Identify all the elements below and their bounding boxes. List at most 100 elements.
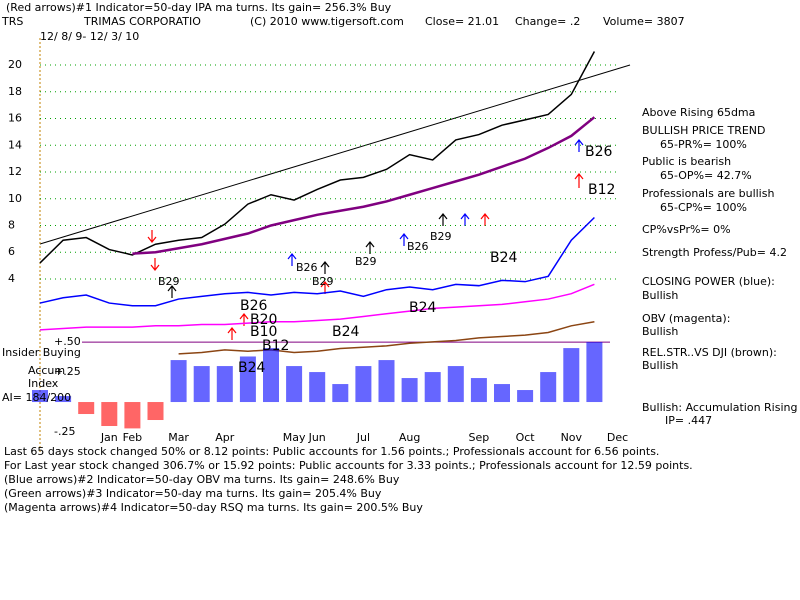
- accum-bar: [101, 402, 118, 427]
- left-label: Insider Buying: [2, 346, 81, 359]
- panel-text: 65-PR%= 100%: [660, 138, 747, 151]
- x-tick-label: Apr: [215, 431, 235, 444]
- signal-label: B20: [250, 312, 277, 328]
- signal-label: B24: [409, 300, 437, 316]
- y-tick-label: 4: [8, 272, 15, 285]
- accum-bar: [517, 390, 534, 403]
- signal-label: B12: [262, 338, 289, 354]
- y-tick-label: 18: [8, 85, 22, 98]
- panel-text: Bullish: [642, 289, 678, 302]
- series-line: [39, 216, 595, 307]
- x-tick-label: Oct: [516, 431, 536, 444]
- symbol: TRS: [1, 15, 23, 28]
- accum-bar: [401, 378, 418, 403]
- panel-text: 65-CP%= 100%: [660, 201, 747, 214]
- x-tick-label: May: [283, 431, 306, 444]
- x-tick-label: Dec: [607, 431, 628, 444]
- panel-text: Bullish: Accumulation Rising: [642, 401, 797, 414]
- signal-label: B24: [490, 250, 518, 266]
- x-tick-label: Aug: [399, 431, 420, 444]
- signal-label: B29: [430, 230, 452, 243]
- accum-bar: [563, 348, 580, 403]
- panel-text: Strength Profess/Pub= 4.2: [642, 246, 787, 259]
- accum-bar: [286, 366, 303, 403]
- footer-line: (Green arrows)#3 Indicator=50-day ma tur…: [4, 487, 382, 500]
- accum-bar: [216, 366, 233, 403]
- date-range: 12/ 8/ 9- 12/ 3/ 10: [40, 30, 139, 43]
- x-tick-label: Feb: [123, 431, 142, 444]
- x-tick-label: Jul: [356, 431, 370, 444]
- close: Close= 21.01: [425, 15, 499, 28]
- x-tick-label: Nov: [561, 431, 583, 444]
- x-tick-label: Mar: [168, 431, 189, 444]
- series-line: [39, 51, 596, 264]
- y-tick-label: 12: [8, 165, 22, 178]
- accum-bar: [170, 360, 187, 403]
- accum-bar: [55, 396, 72, 403]
- signal-label: B26: [296, 261, 318, 274]
- series-line: [132, 116, 596, 255]
- signal-label: B24: [332, 324, 360, 340]
- left-label: Index: [28, 377, 59, 390]
- accum-bar: [78, 402, 95, 415]
- y-tick-label: 10: [8, 192, 22, 205]
- signal-label: B10: [250, 324, 277, 340]
- x-tick-label: Jan: [100, 431, 118, 444]
- arrows: [147, 139, 584, 340]
- accum-bar: [586, 342, 603, 403]
- signal-label: B24: [238, 360, 266, 376]
- y-tick-label: 14: [8, 138, 22, 151]
- change: Change= .2: [515, 15, 580, 28]
- y-tick-label: 8: [8, 219, 15, 232]
- accum-bar: [147, 402, 164, 421]
- accum-bar: [470, 378, 487, 403]
- legend-entry: CLOSING POWER (blue):: [642, 275, 775, 288]
- accum-bar: [32, 390, 48, 403]
- accum-bar: [263, 348, 279, 403]
- accum-bar: [424, 372, 441, 403]
- signal-label: B29: [355, 255, 377, 268]
- trend-line: [39, 64, 631, 245]
- footer-line: (Magenta arrows)#4 Indicator=50-day RSQ …: [4, 501, 423, 514]
- signal-label: B26: [240, 298, 268, 314]
- signal-label: B29: [158, 275, 180, 288]
- panel-text: 65-OP%= 42.7%: [660, 169, 752, 182]
- accum-bar: [355, 366, 372, 403]
- y-tick-label: 6: [8, 245, 15, 258]
- signal-label: B29: [312, 275, 334, 288]
- company: TRIMAS CORPORATIO: [83, 15, 201, 28]
- panel-text: Public is bearish: [642, 155, 731, 168]
- accum-bar: [447, 366, 464, 403]
- y-tick-label: 20: [8, 58, 22, 71]
- y2-tick-label: -.25: [54, 425, 75, 438]
- accum-bar: [378, 360, 395, 403]
- accum-bar: [193, 366, 210, 403]
- legend-entry: REL.STR..VS DJI (brown):: [642, 346, 777, 359]
- panel-text: Bullish: [642, 325, 678, 338]
- footer-line: For Last year stock changed 306.7% or 15…: [4, 459, 693, 472]
- accum-bar: [540, 372, 557, 403]
- x-tick-label: Sep: [469, 431, 490, 444]
- panel-text: Bullish: [642, 359, 678, 372]
- y-tick-label: 16: [8, 112, 22, 125]
- signal-label: B26: [407, 240, 429, 253]
- panel-text: IP= .447: [665, 414, 712, 427]
- panel-text: Professionals are bullish: [642, 187, 774, 200]
- series-line: [39, 283, 595, 331]
- series-line: [178, 321, 595, 355]
- signal-label: B26: [585, 144, 613, 160]
- y2-tick-label: +.50: [54, 335, 81, 348]
- accum-bar: [332, 384, 349, 403]
- left-label: Accum: [28, 364, 65, 377]
- signal-label: B12: [588, 182, 615, 198]
- left-label: AI= 184/200: [2, 391, 71, 404]
- accum-bar: [239, 356, 256, 403]
- accum-bar: [124, 402, 141, 429]
- panel-text: CP%vsPr%= 0%: [642, 223, 731, 236]
- accum-bar: [309, 372, 326, 403]
- footer-line: (Blue arrows)#2 Indicator=50-day OBV ma …: [4, 473, 400, 486]
- y2-tick-label: +.25: [54, 365, 81, 378]
- panel-text: BULLISH PRICE TREND: [642, 124, 766, 137]
- header-line: (Red arrows)#1 Indicator=50-day IPA ma t…: [6, 1, 392, 14]
- accum-bar: [494, 384, 510, 403]
